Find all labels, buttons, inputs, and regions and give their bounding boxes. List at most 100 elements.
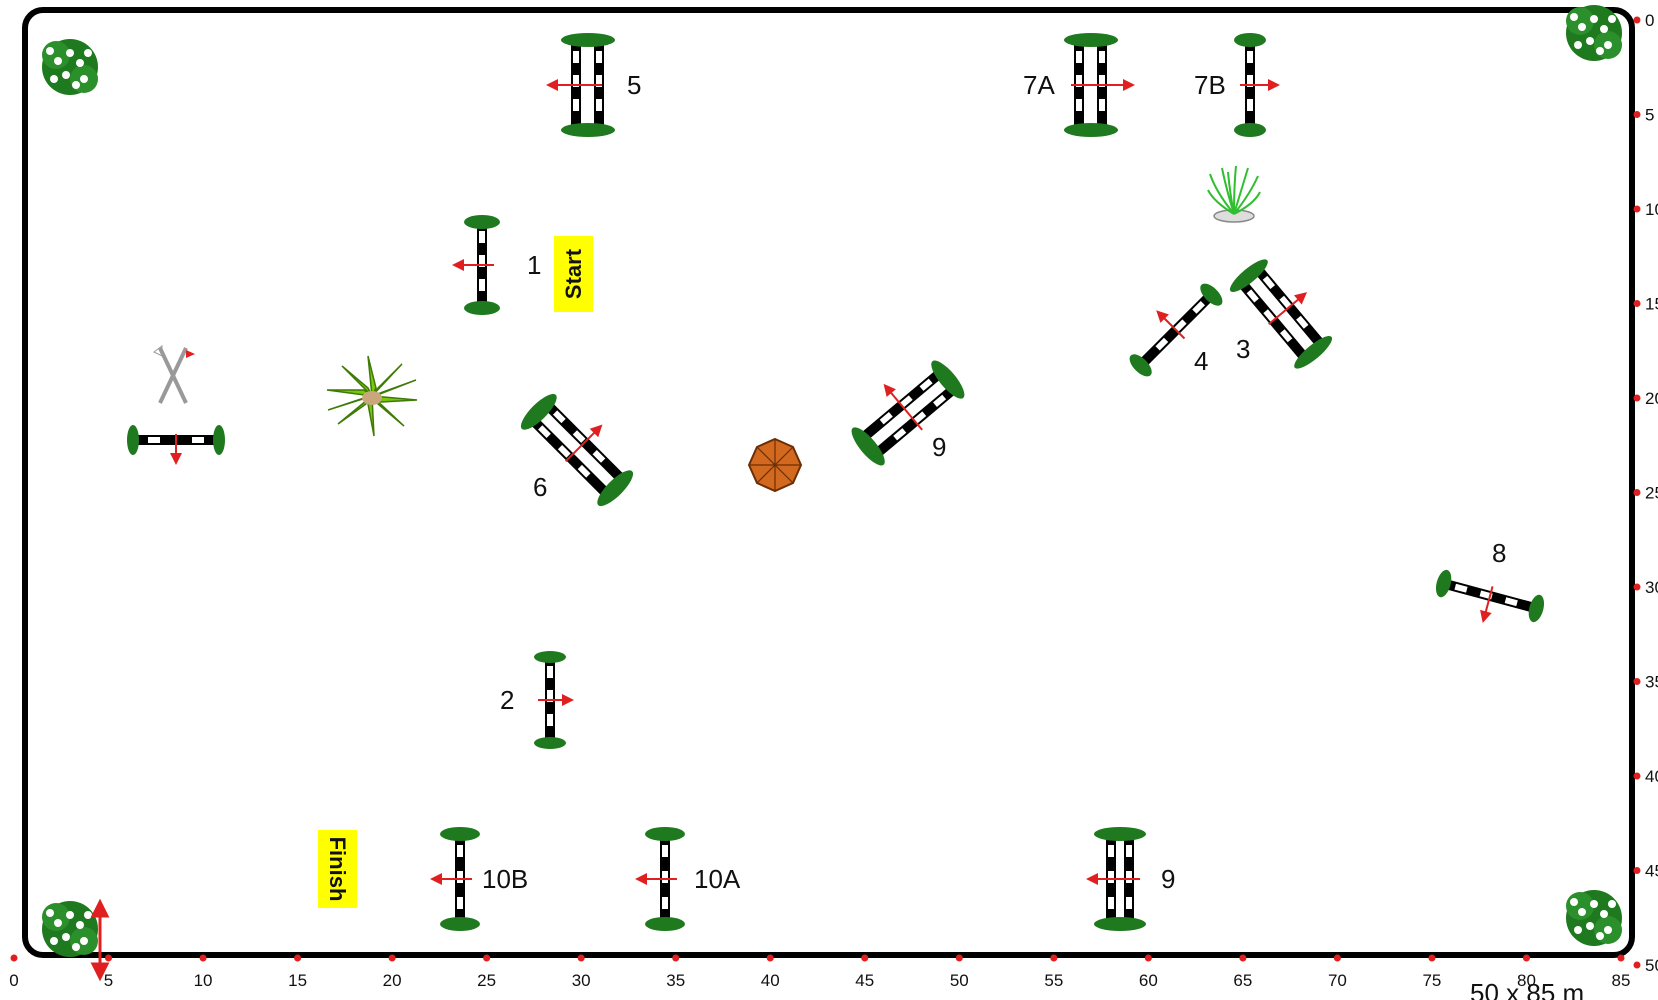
obstacle-6[interactable] [516, 381, 646, 511]
x-tick-label: 50 [950, 971, 969, 990]
arena-border [22, 7, 1635, 958]
x-tick-label: 55 [1044, 971, 1063, 990]
obstacle-7b-label: 7B [1194, 70, 1226, 100]
obstacle-9-bottom-label: 9 [1161, 864, 1175, 894]
obstacle-10a[interactable] [635, 827, 685, 931]
obstacle-7b[interactable] [1234, 33, 1280, 137]
flower-bed-icon [1566, 890, 1622, 946]
y-tick-label: 10 [1645, 200, 1658, 219]
obstacle-5[interactable] [546, 33, 615, 137]
x-tick-mark [388, 954, 396, 962]
x-tick-mark [1144, 954, 1152, 962]
x-tick-label: 15 [288, 971, 307, 990]
x-tick-label: 35 [666, 971, 685, 990]
start-badge: Start [554, 236, 593, 312]
y-tick-mark [1633, 16, 1641, 24]
x-tick-label: 45 [855, 971, 874, 990]
corner-arrow-icon [90, 898, 110, 982]
y-tick-label: 50 [1645, 956, 1658, 975]
x-tick-label: 60 [1139, 971, 1158, 990]
y-tick-mark [1633, 772, 1641, 780]
obstacle-4[interactable] [1116, 270, 1226, 380]
x-tick-mark [955, 954, 963, 962]
y-tick-label: 0 [1645, 11, 1654, 30]
y-tick-label: 30 [1645, 578, 1658, 597]
x-tick-mark [1428, 954, 1436, 962]
obstacle-6-label: 6 [533, 472, 547, 502]
obstacle-10b[interactable] [430, 827, 480, 931]
x-tick-mark [1239, 954, 1247, 962]
y-tick-label: 35 [1645, 673, 1658, 692]
obstacle-3-label: 3 [1236, 334, 1250, 364]
x-tick-mark [672, 954, 680, 962]
obstacle-9-middle[interactable] [838, 345, 970, 470]
y-tick-mark [1633, 111, 1641, 118]
y-tick-label: 25 [1645, 484, 1658, 503]
arena-size-label: 50 x 85 m [1470, 978, 1584, 1000]
x-tick-label: 30 [572, 971, 591, 990]
y-tick-mark [1633, 961, 1641, 969]
y-tick-mark [1633, 489, 1641, 496]
x-tick-label: 5 [104, 971, 113, 990]
flower-bed-icon [1566, 5, 1622, 61]
y-tick-label: 45 [1645, 862, 1658, 881]
y-tick-mark [1633, 583, 1641, 591]
practice-jump[interactable] [127, 425, 225, 465]
x-tick-mark [1522, 954, 1530, 962]
palm-plant-icon [326, 355, 418, 437]
svg-text:Finish: Finish [325, 837, 350, 902]
x-tick-label: 65 [1233, 971, 1252, 990]
x-tick-label: 75 [1422, 971, 1441, 990]
obstacle-1-label: 1 [527, 250, 541, 280]
obstacle-5-label: 5 [627, 70, 641, 100]
y-tick-mark [1633, 678, 1641, 685]
x-tick-label: 20 [383, 971, 402, 990]
obstacle-9-middle-label: 9 [932, 432, 946, 462]
y-axis: 0 5 10 15 20 25 30 35 40 45 50 [1633, 11, 1658, 975]
y-tick-label: 40 [1645, 767, 1658, 786]
x-tick-mark [1333, 954, 1341, 962]
x-tick-label: 80 [1517, 971, 1536, 990]
x-tick-mark [1617, 954, 1625, 962]
obstacle-8[interactable] [1430, 568, 1547, 637]
x-tick-mark [294, 954, 302, 962]
x-axis: 0 5 10 15 20 25 30 35 40 45 50 55 60 65 70 75 80 85 [9, 954, 1631, 990]
crossed-poles-icon [153, 345, 195, 404]
obstacle-2[interactable] [534, 651, 574, 749]
y-tick-label: 20 [1645, 389, 1658, 408]
obstacle-3[interactable] [1226, 248, 1344, 373]
x-tick-mark [861, 954, 869, 962]
obstacle-9-bottom[interactable] [1086, 827, 1146, 931]
x-tick-label: 25 [477, 971, 496, 990]
obstacle-4-label: 4 [1194, 346, 1208, 376]
x-tick-mark [483, 954, 491, 962]
y-tick-mark [1633, 394, 1641, 402]
x-tick-mark [577, 954, 585, 962]
x-tick-mark [199, 954, 207, 962]
x-tick-mark [766, 954, 774, 962]
y-tick-label: 5 [1645, 106, 1654, 125]
x-tick-label: 0 [9, 971, 18, 990]
flower-bed-icon [42, 39, 98, 95]
x-tick-mark [105, 954, 113, 962]
finish-badge: Finish [318, 830, 357, 908]
x-tick-label: 40 [761, 971, 780, 990]
x-tick-label: 10 [194, 971, 213, 990]
y-tick-label: 15 [1645, 295, 1658, 314]
grass-pot-icon [1207, 165, 1261, 223]
y-tick-mark [1633, 300, 1641, 307]
x-tick-label: 85 [1612, 971, 1631, 990]
obstacle-7a[interactable] [1064, 33, 1135, 137]
flower-bed-icon [42, 901, 98, 957]
x-tick-label: 70 [1328, 971, 1347, 990]
obstacle-7a-label: 7A [1023, 70, 1055, 100]
svg-text:Start: Start [561, 248, 586, 299]
obstacle-2-label: 2 [500, 685, 514, 715]
obstacle-8-label: 8 [1492, 538, 1506, 568]
obstacle-10b-label: 10B [482, 864, 528, 894]
obstacle-1[interactable] [452, 215, 500, 315]
umbrella-icon [747, 437, 803, 493]
x-tick-mark [1050, 954, 1058, 962]
x-tick-mark [10, 954, 18, 962]
